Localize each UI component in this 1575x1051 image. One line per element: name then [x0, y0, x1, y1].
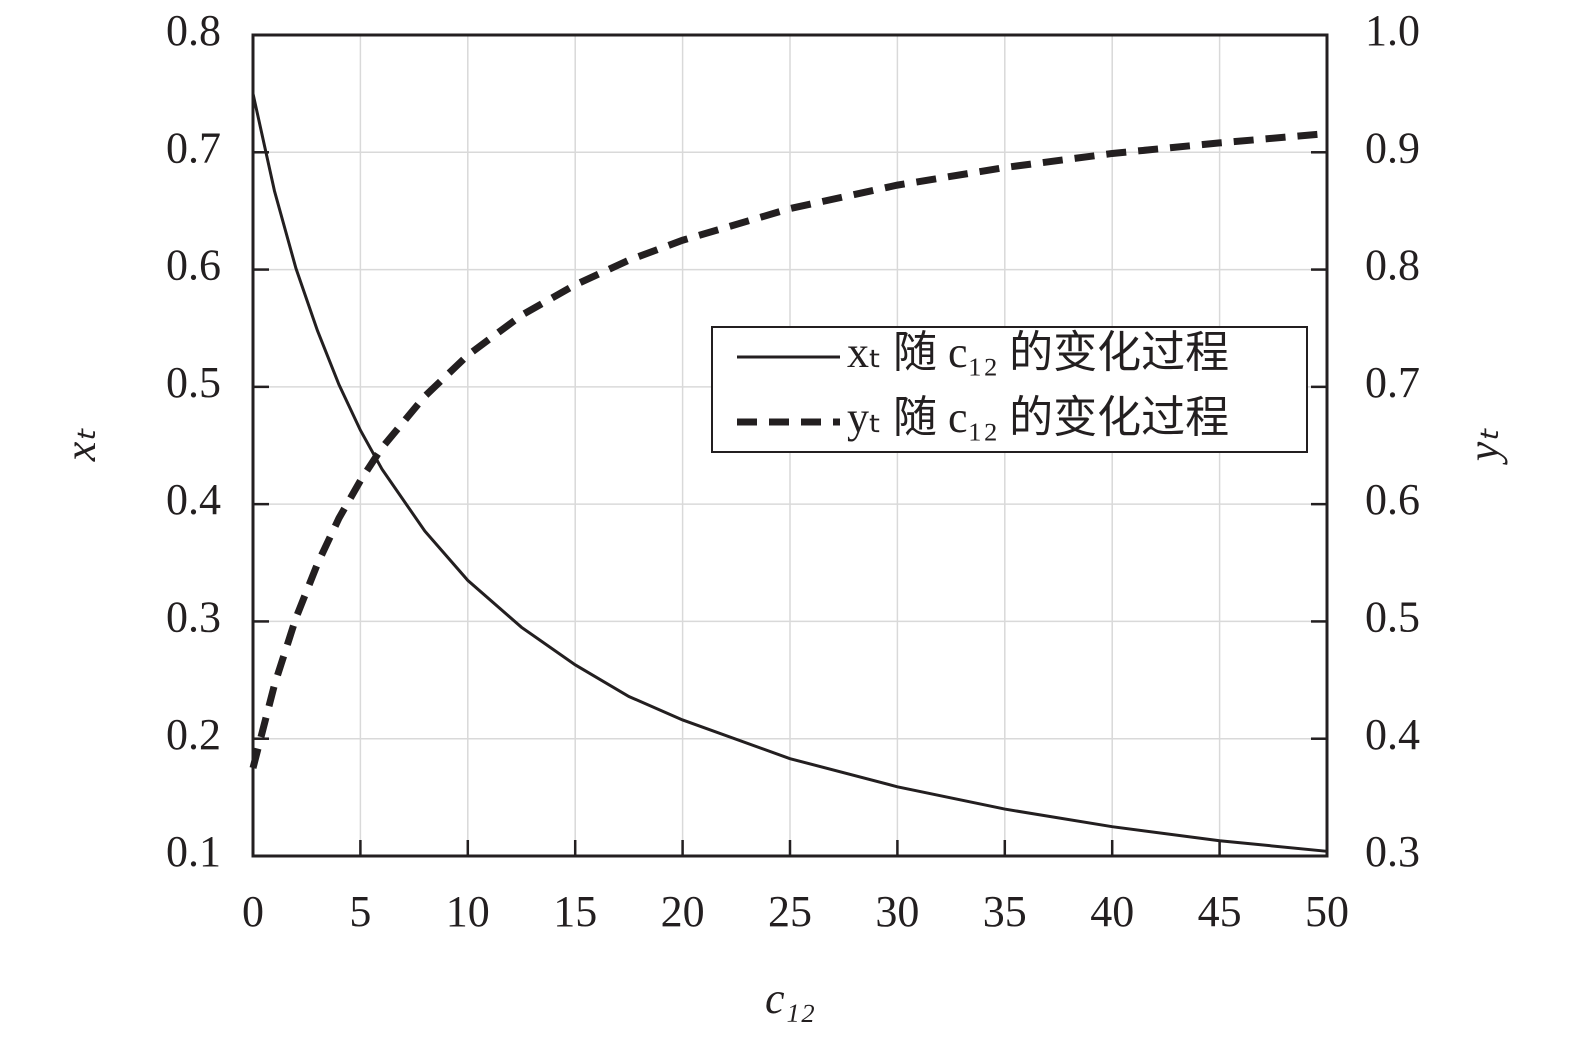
x-tick-label: 10	[446, 887, 490, 936]
x-tick-label: 20	[661, 887, 705, 936]
y2-tick-label: 1.0	[1365, 6, 1420, 55]
x-tick-label: 25	[768, 887, 812, 936]
x-tick-label: 15	[553, 887, 597, 936]
x-tick-label: 5	[349, 887, 371, 936]
y2-tick-label: 0.3	[1365, 827, 1420, 876]
y2-axis-label: yₜ	[1459, 428, 1508, 466]
x-tick-label: 35	[983, 887, 1027, 936]
plot-frame	[251, 33, 1329, 858]
x-tick-label: 0	[242, 887, 264, 936]
y-axis-label: xₜ	[56, 428, 105, 463]
y2-tick-label: 0.8	[1365, 241, 1420, 290]
y-tick-label: 0.3	[166, 593, 221, 642]
legend-box	[711, 326, 1308, 453]
y2-tick-label: 0.9	[1365, 123, 1420, 172]
y-tick-label: 0.6	[166, 241, 221, 290]
y-tick-label: 0.1	[166, 827, 221, 876]
y2-tick-label: 0.5	[1365, 593, 1420, 642]
y2-tick-label: 0.4	[1365, 710, 1420, 759]
y2-tick-label: 0.7	[1365, 358, 1420, 407]
x-tick-label: 40	[1090, 887, 1134, 936]
y2-tick-label: 0.6	[1365, 475, 1420, 524]
x-tick-label: 50	[1305, 887, 1349, 936]
legend-label: yₜ 随 c₁₂ 的变化过程	[847, 393, 1229, 442]
x-tick-label: 30	[875, 887, 919, 936]
y-tick-label: 0.8	[166, 6, 221, 55]
y-tick-label: 0.4	[166, 475, 221, 524]
x-axis-label: c₁₂	[765, 974, 815, 1023]
y-tick-label: 0.2	[166, 710, 221, 759]
series-line	[251, 93, 1328, 853]
legend-label: xₜ 随 c₁₂ 的变化过程	[847, 328, 1229, 377]
y-tick-label: 0.7	[166, 123, 221, 172]
y-tick-label: 0.5	[166, 358, 221, 407]
x-tick-label: 45	[1198, 887, 1242, 936]
